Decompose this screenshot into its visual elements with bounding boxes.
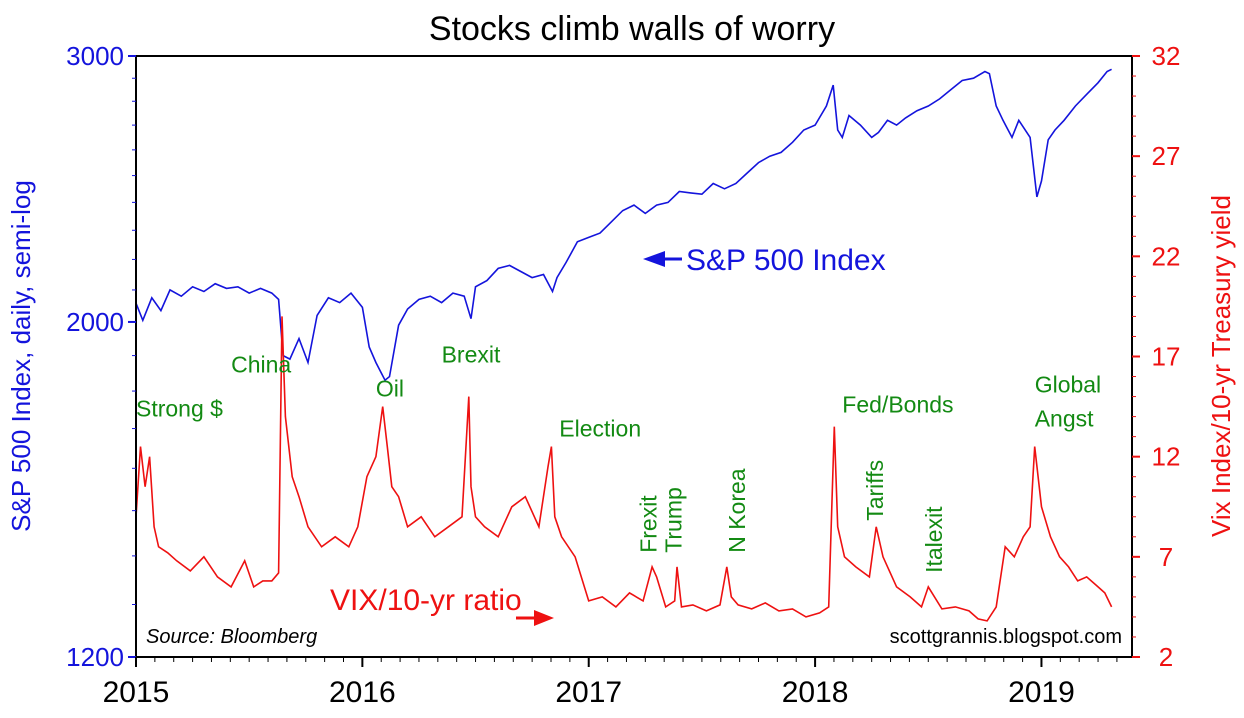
annotation-label: Strong $ xyxy=(136,396,223,422)
annotation-label: Angst xyxy=(1035,406,1094,432)
chart-title: Stocks climb walls of worry xyxy=(429,10,835,48)
y-axis-left-label: S&P 500 Index, daily, semi-log xyxy=(6,180,36,532)
x-tick-label: 2016 xyxy=(329,676,396,709)
right-tick-label: 12 xyxy=(1152,442,1181,472)
right-tick-label: 32 xyxy=(1152,41,1181,71)
right-tick-label: 2 xyxy=(1159,642,1173,672)
event-annotations: Strong $ China Oil Brexit Election FrexitTrum… xyxy=(136,342,1101,573)
right-tick-label: 22 xyxy=(1152,241,1181,271)
x-tick-label: 2019 xyxy=(1008,676,1075,709)
annotation-label: Trump xyxy=(661,487,687,553)
sp500-arrow-head xyxy=(643,251,665,267)
source-note: Source: Bloomberg xyxy=(146,626,317,648)
annotation-label: Global xyxy=(1035,372,1101,398)
sp500-series-label: S&P 500 Index xyxy=(686,244,886,277)
annotation-label: Brexit xyxy=(442,342,501,368)
left-tick-label: 3000 xyxy=(66,41,124,71)
annotation-label: Tariffs xyxy=(862,460,888,521)
vix-ratio-line xyxy=(137,316,1113,622)
annotation-label: China xyxy=(231,352,291,378)
annotation-label: Oil xyxy=(376,376,404,402)
annotation-label: N Korea xyxy=(724,468,750,553)
x-tick-label: 2015 xyxy=(103,676,170,709)
y-axis-right-label: Vix Index/10-yr Treasury yield xyxy=(1206,195,1236,537)
annotation-label: Fed/Bonds xyxy=(842,392,953,418)
x-tick-label: 2018 xyxy=(782,676,849,709)
x-tick-label: 2017 xyxy=(555,676,622,709)
left-tick-label: 2000 xyxy=(66,307,124,337)
ratio-arrow-head xyxy=(534,610,554,626)
left-tick-label: 1200 xyxy=(66,642,124,672)
right-tick-label: 17 xyxy=(1152,342,1181,372)
annotation-label: Frexit xyxy=(636,495,662,553)
x-axis: 2015 2016 2017 2018 2019 xyxy=(103,657,1118,709)
right-tick-label: 27 xyxy=(1152,141,1181,171)
credit-note: scottgrannis.blogspot.com xyxy=(890,626,1122,648)
sp500-line xyxy=(137,68,1112,382)
left-axis: 1200 2000 3000 xyxy=(66,41,136,672)
ratio-series-label: VIX/10-yr ratio xyxy=(330,584,522,617)
annotation-label: Election xyxy=(559,416,641,442)
annotation-label: Italexit xyxy=(921,506,947,573)
right-tick-label: 7 xyxy=(1159,542,1173,572)
